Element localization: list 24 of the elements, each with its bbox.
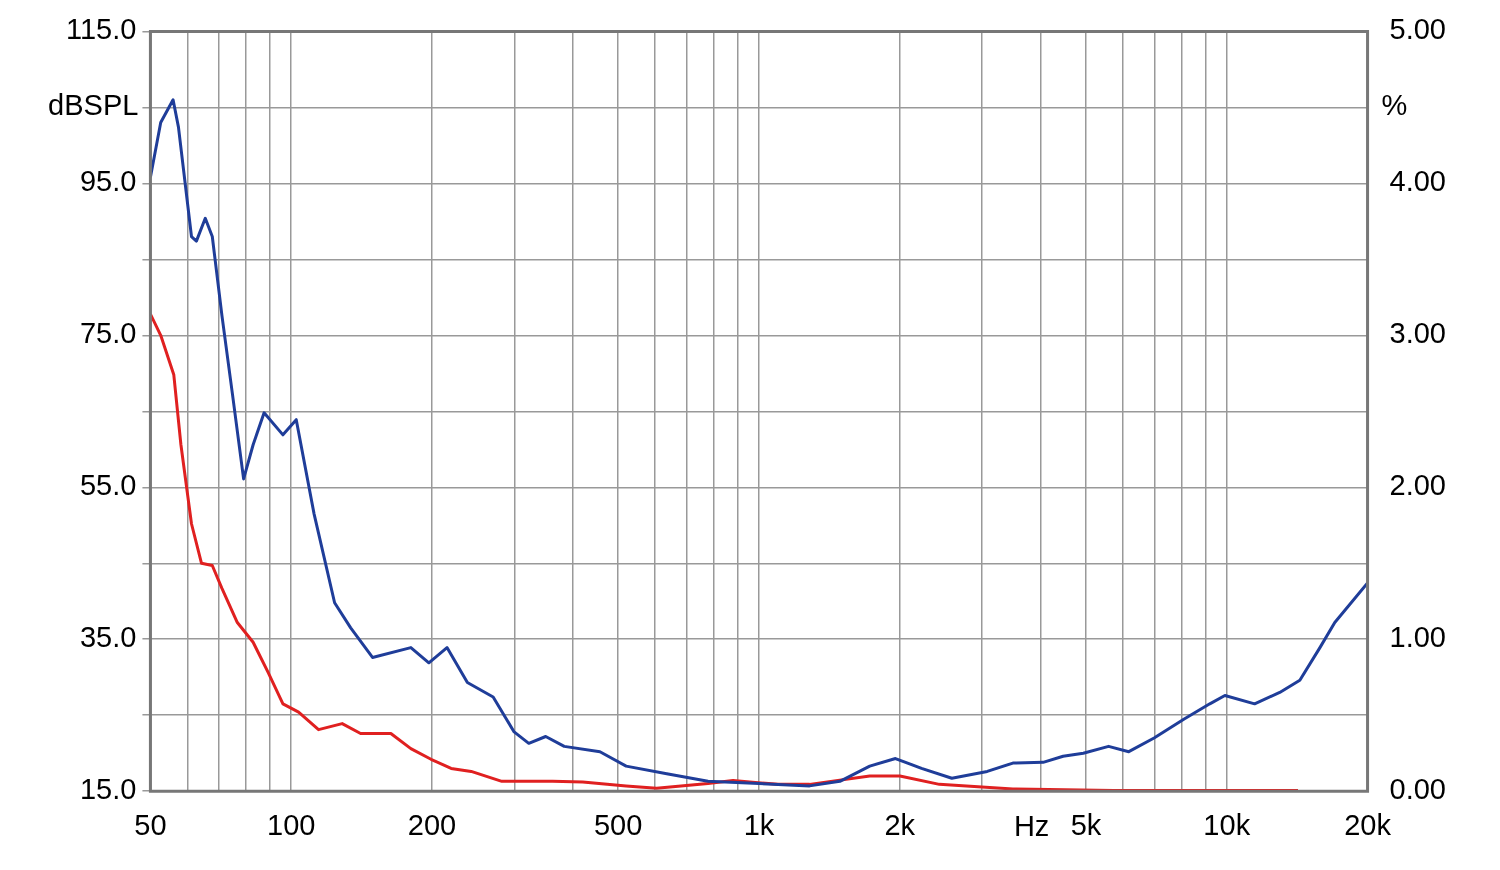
y2-tick-label: 5.00 (1389, 13, 1447, 46)
y-tick-label: 55.0 (79, 469, 137, 502)
y-tick-label: 75.0 (79, 317, 137, 350)
y2-axis-title: % (1381, 89, 1408, 122)
y2-tick-label: 3.00 (1389, 317, 1447, 350)
x-tick-label: 50 (134, 808, 167, 841)
x-tick-label: 200 (407, 808, 457, 841)
y2-tick-label: 2.00 (1389, 469, 1447, 502)
x-tick-label: 5k (1070, 808, 1102, 841)
y2-tick-label: 4.00 (1389, 165, 1447, 198)
y-tick-label: 115.0 (66, 13, 137, 46)
y-tick-label: 95.0 (79, 165, 137, 198)
y-tick-label: 15.0 (79, 773, 137, 806)
x-tick-label: 20k (1344, 808, 1392, 841)
y2-tick-label: 0.00 (1389, 773, 1447, 806)
x-tick-label: 100 (267, 808, 316, 841)
y-axis-title: dBSPL (48, 89, 139, 122)
x-tick-label: 2k (884, 808, 916, 841)
x-tick-label: 10k (1203, 808, 1251, 841)
y2-tick-label: 1.00 (1389, 621, 1447, 654)
x-axis-title: Hz (1013, 809, 1050, 842)
x-tick-label: 500 (593, 808, 643, 841)
x-tick-label: 1k (743, 808, 775, 841)
y-tick-label: 35.0 (79, 621, 137, 654)
